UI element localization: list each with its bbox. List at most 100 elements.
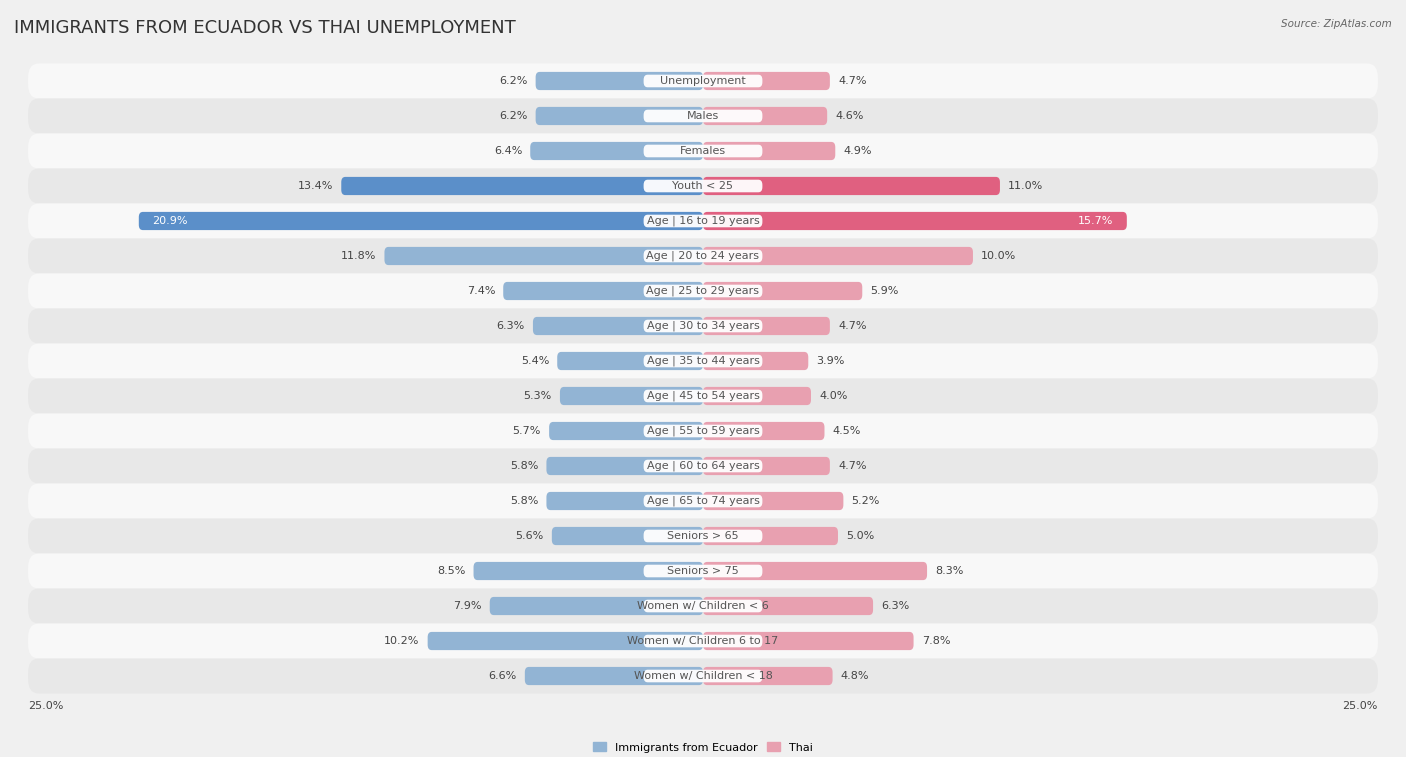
FancyBboxPatch shape [28, 169, 1378, 204]
Text: 5.2%: 5.2% [852, 496, 880, 506]
FancyBboxPatch shape [28, 98, 1378, 133]
FancyBboxPatch shape [703, 492, 844, 510]
Text: 6.3%: 6.3% [496, 321, 524, 331]
FancyBboxPatch shape [703, 72, 830, 90]
FancyBboxPatch shape [644, 425, 762, 438]
FancyBboxPatch shape [28, 238, 1378, 273]
FancyBboxPatch shape [644, 390, 762, 402]
Text: 6.4%: 6.4% [494, 146, 522, 156]
FancyBboxPatch shape [557, 352, 703, 370]
FancyBboxPatch shape [560, 387, 703, 405]
FancyBboxPatch shape [530, 142, 703, 160]
Text: Seniors > 65: Seniors > 65 [668, 531, 738, 541]
FancyBboxPatch shape [28, 553, 1378, 588]
Text: 6.6%: 6.6% [488, 671, 517, 681]
FancyBboxPatch shape [28, 204, 1378, 238]
Text: 11.8%: 11.8% [342, 251, 377, 261]
Text: 4.7%: 4.7% [838, 461, 866, 471]
FancyBboxPatch shape [28, 624, 1378, 659]
FancyBboxPatch shape [384, 247, 703, 265]
Legend: Immigrants from Ecuador, Thai: Immigrants from Ecuador, Thai [589, 738, 817, 757]
Text: Age | 55 to 59 years: Age | 55 to 59 years [647, 425, 759, 436]
FancyBboxPatch shape [703, 457, 830, 475]
Text: IMMIGRANTS FROM ECUADOR VS THAI UNEMPLOYMENT: IMMIGRANTS FROM ECUADOR VS THAI UNEMPLOY… [14, 19, 516, 37]
Text: 5.9%: 5.9% [870, 286, 898, 296]
Text: 4.5%: 4.5% [832, 426, 860, 436]
Text: Women w/ Children 6 to 17: Women w/ Children 6 to 17 [627, 636, 779, 646]
FancyBboxPatch shape [28, 309, 1378, 344]
FancyBboxPatch shape [703, 667, 832, 685]
FancyBboxPatch shape [703, 387, 811, 405]
Text: 13.4%: 13.4% [298, 181, 333, 191]
FancyBboxPatch shape [28, 413, 1378, 448]
FancyBboxPatch shape [703, 632, 914, 650]
FancyBboxPatch shape [644, 634, 762, 647]
FancyBboxPatch shape [703, 527, 838, 545]
FancyBboxPatch shape [28, 64, 1378, 98]
FancyBboxPatch shape [139, 212, 703, 230]
FancyBboxPatch shape [703, 422, 824, 440]
Text: 5.4%: 5.4% [520, 356, 550, 366]
FancyBboxPatch shape [551, 527, 703, 545]
FancyBboxPatch shape [28, 378, 1378, 413]
FancyBboxPatch shape [474, 562, 703, 580]
FancyBboxPatch shape [524, 667, 703, 685]
FancyBboxPatch shape [644, 75, 762, 87]
Text: 5.6%: 5.6% [516, 531, 544, 541]
FancyBboxPatch shape [644, 459, 762, 472]
Text: Males: Males [688, 111, 718, 121]
FancyBboxPatch shape [644, 145, 762, 157]
Text: 20.9%: 20.9% [152, 216, 188, 226]
FancyBboxPatch shape [703, 317, 830, 335]
Text: 4.6%: 4.6% [835, 111, 863, 121]
FancyBboxPatch shape [703, 142, 835, 160]
Text: Women w/ Children < 6: Women w/ Children < 6 [637, 601, 769, 611]
Text: 4.9%: 4.9% [844, 146, 872, 156]
Text: Age | 60 to 64 years: Age | 60 to 64 years [647, 461, 759, 472]
FancyBboxPatch shape [427, 632, 703, 650]
FancyBboxPatch shape [644, 600, 762, 612]
FancyBboxPatch shape [644, 355, 762, 367]
Text: 7.4%: 7.4% [467, 286, 495, 296]
Text: 4.8%: 4.8% [841, 671, 869, 681]
Text: 4.0%: 4.0% [820, 391, 848, 401]
Text: 7.8%: 7.8% [922, 636, 950, 646]
Text: Unemployment: Unemployment [661, 76, 745, 86]
Text: Age | 25 to 29 years: Age | 25 to 29 years [647, 285, 759, 296]
Text: 25.0%: 25.0% [28, 701, 63, 712]
FancyBboxPatch shape [550, 422, 703, 440]
FancyBboxPatch shape [644, 319, 762, 332]
Text: Age | 45 to 54 years: Age | 45 to 54 years [647, 391, 759, 401]
FancyBboxPatch shape [28, 519, 1378, 553]
Text: 11.0%: 11.0% [1008, 181, 1043, 191]
FancyBboxPatch shape [28, 484, 1378, 519]
Text: 5.7%: 5.7% [513, 426, 541, 436]
FancyBboxPatch shape [644, 495, 762, 507]
FancyBboxPatch shape [536, 72, 703, 90]
FancyBboxPatch shape [644, 285, 762, 298]
FancyBboxPatch shape [547, 492, 703, 510]
FancyBboxPatch shape [644, 179, 762, 192]
Text: 5.8%: 5.8% [510, 461, 538, 471]
FancyBboxPatch shape [644, 565, 762, 578]
Text: 5.8%: 5.8% [510, 496, 538, 506]
FancyBboxPatch shape [533, 317, 703, 335]
Text: 7.9%: 7.9% [453, 601, 482, 611]
FancyBboxPatch shape [703, 597, 873, 615]
Text: 3.9%: 3.9% [817, 356, 845, 366]
Text: 6.3%: 6.3% [882, 601, 910, 611]
Text: 15.7%: 15.7% [1078, 216, 1114, 226]
Text: 10.2%: 10.2% [384, 636, 419, 646]
FancyBboxPatch shape [28, 344, 1378, 378]
Text: 25.0%: 25.0% [1343, 701, 1378, 712]
Text: Source: ZipAtlas.com: Source: ZipAtlas.com [1281, 19, 1392, 29]
Text: Youth < 25: Youth < 25 [672, 181, 734, 191]
FancyBboxPatch shape [703, 107, 827, 125]
FancyBboxPatch shape [703, 352, 808, 370]
Text: 6.2%: 6.2% [499, 111, 527, 121]
FancyBboxPatch shape [28, 448, 1378, 484]
Text: 10.0%: 10.0% [981, 251, 1017, 261]
FancyBboxPatch shape [28, 273, 1378, 309]
Text: Women w/ Children < 18: Women w/ Children < 18 [634, 671, 772, 681]
Text: Seniors > 75: Seniors > 75 [666, 566, 740, 576]
